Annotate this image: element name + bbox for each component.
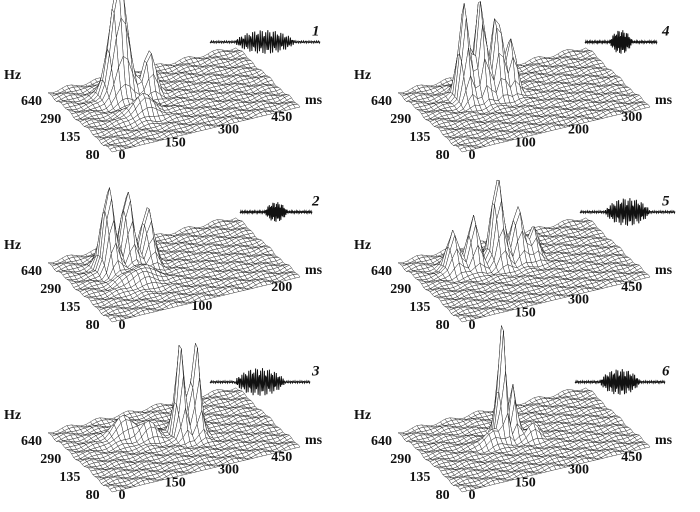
frequency-tick-label: 80 xyxy=(436,148,450,163)
frequency-tick-label: 80 xyxy=(86,318,100,333)
time-tick-label: 200 xyxy=(568,123,589,138)
waveform-icon xyxy=(239,202,313,222)
frequency-tick-label: 290 xyxy=(40,452,61,467)
waveform-icon xyxy=(584,30,658,54)
waveform-icon xyxy=(209,30,321,54)
surface xyxy=(47,342,301,493)
time-tick-label: 100 xyxy=(191,299,212,314)
frequency-tick-label: 290 xyxy=(40,112,61,127)
time-tick-label: 0 xyxy=(119,318,126,333)
frequency-tick-label: 640 xyxy=(371,94,392,109)
surface-cell xyxy=(109,146,118,153)
frequency-axis-title: Hz xyxy=(4,408,21,423)
time-tick-label: 0 xyxy=(469,148,476,163)
time-tick-label: 0 xyxy=(119,148,126,163)
surface xyxy=(47,187,301,323)
panel: 3 Hz ms 640 290 135 80 0 150 300 450 xyxy=(4,342,323,503)
time-tick-label: 150 xyxy=(165,135,186,150)
frequency-axis-title: Hz xyxy=(4,68,21,83)
frequency-tick-label: 640 xyxy=(21,94,42,109)
time-tick-label: 100 xyxy=(515,135,536,150)
time-tick-label: 300 xyxy=(621,110,642,125)
time-tick-label: 300 xyxy=(218,463,239,478)
time-tick-label: 200 xyxy=(271,280,292,295)
time-tick-label: 450 xyxy=(271,110,292,125)
frequency-tick-label: 290 xyxy=(390,112,411,127)
panel: 2 Hz ms 640 290 135 80 0 100 200 xyxy=(4,187,323,333)
time-axis-title: ms xyxy=(305,433,323,448)
frequency-tick-label: 640 xyxy=(21,434,42,449)
frequency-tick-label: 135 xyxy=(59,300,80,315)
time-tick-label: 450 xyxy=(271,450,292,465)
time-tick-label: 0 xyxy=(119,488,126,503)
time-axis-title: ms xyxy=(655,93,673,108)
frequency-tick-label: 80 xyxy=(86,148,100,163)
time-axis-title: ms xyxy=(305,263,323,278)
frequency-tick-label: 135 xyxy=(59,130,80,145)
time-axis-title: ms xyxy=(305,93,323,108)
surface xyxy=(397,1,651,153)
panel-label: 2 xyxy=(311,193,320,209)
frequency-tick-label: 640 xyxy=(21,264,42,279)
panel-label: 3 xyxy=(311,363,320,379)
frequency-tick-label: 135 xyxy=(409,130,430,145)
frequency-axis-title: Hz xyxy=(4,238,21,253)
surface xyxy=(47,0,301,153)
surface xyxy=(397,179,651,323)
panel: 1 Hz ms 640 290 135 80 0 150 300 450 xyxy=(4,0,323,163)
time-tick-label: 300 xyxy=(218,123,239,138)
frequency-axis-title: Hz xyxy=(354,68,371,83)
frequency-tick-label: 80 xyxy=(86,488,100,503)
frequency-tick-label: 135 xyxy=(59,470,80,485)
panel-label: 1 xyxy=(312,23,320,39)
frequency-tick-label: 290 xyxy=(40,282,61,297)
time-tick-label: 150 xyxy=(165,475,186,490)
panel: 4 Hz ms 640 290 135 80 0 100 200 300 xyxy=(354,1,673,163)
panel-label: 4 xyxy=(661,23,670,39)
